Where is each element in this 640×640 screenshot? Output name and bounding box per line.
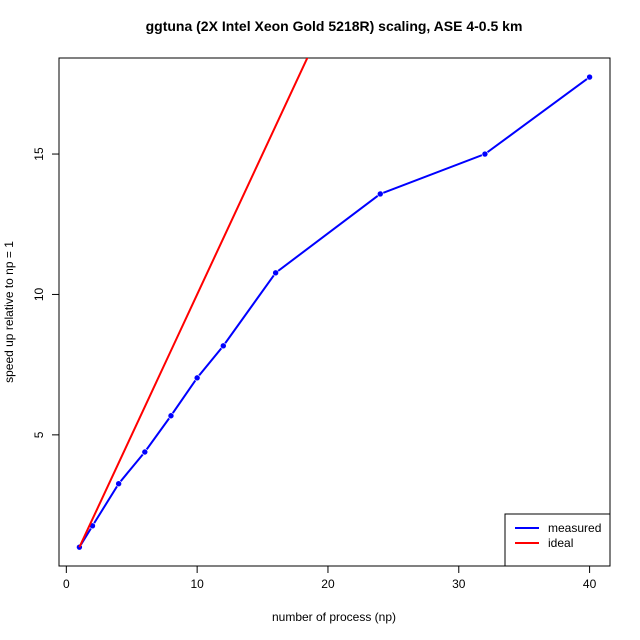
x-axis-label: number of process (np) (272, 610, 396, 624)
data-point (586, 73, 593, 81)
legend-label: ideal (548, 536, 573, 550)
data-point (193, 374, 201, 382)
x-tick-label: 30 (452, 577, 466, 591)
plot-frame (58, 57, 611, 567)
legend-box (504, 513, 611, 567)
data-point (272, 269, 279, 277)
y-axis-label: speed up relative to np = 1 (2, 241, 16, 383)
y-tick-label: 10 (32, 287, 46, 301)
data-point (376, 190, 384, 198)
plot-area (76, 58, 593, 551)
series-line (78, 76, 591, 548)
data-point (141, 448, 149, 456)
data-point (481, 150, 489, 158)
x-tick-label: 10 (190, 577, 204, 591)
data-point (115, 480, 122, 488)
data-point (220, 342, 227, 350)
x-tick-label: 40 (583, 577, 597, 591)
data-point (167, 412, 175, 420)
chart-title: ggtuna (2X Intel Xeon Gold 5218R) scalin… (146, 18, 523, 34)
y-tick-label: 15 (32, 147, 46, 161)
x-tick-label: 20 (321, 577, 335, 591)
x-tick-label: 0 (63, 577, 70, 591)
legend-label: measured (548, 521, 601, 535)
y-tick-label: 5 (32, 431, 46, 438)
series-line (78, 58, 309, 548)
